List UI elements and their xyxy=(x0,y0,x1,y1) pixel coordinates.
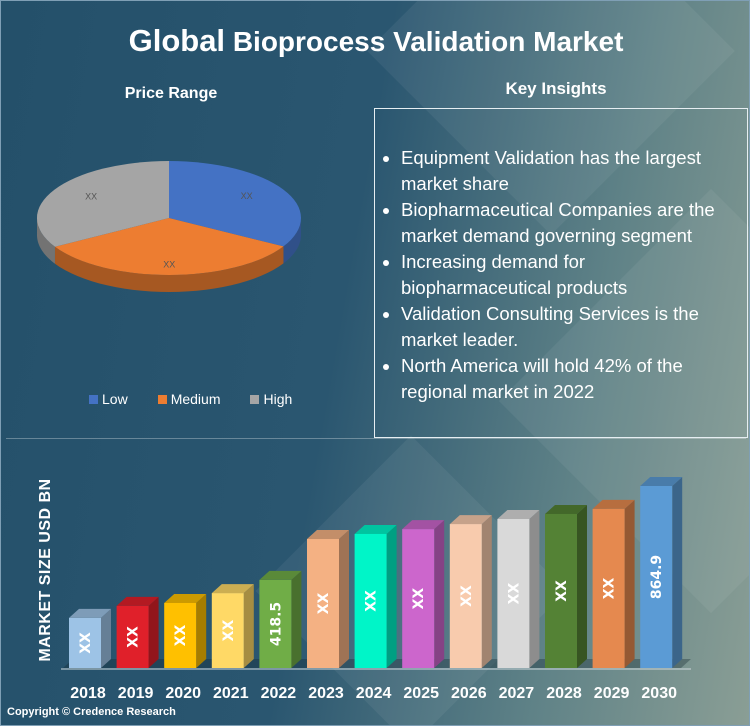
bar-top xyxy=(164,593,207,603)
bar-2019 xyxy=(116,605,149,668)
legend-item-low: Low xyxy=(89,391,128,407)
x-tick-label: 2018 xyxy=(70,685,106,702)
bar-side xyxy=(101,608,111,668)
x-tick-label: 2029 xyxy=(594,685,630,702)
bar-side xyxy=(624,499,635,668)
bar-2029 xyxy=(592,508,625,668)
pie-slice-low xyxy=(169,161,301,247)
bar-2020 xyxy=(164,602,197,668)
legend-label: Medium xyxy=(170,391,221,407)
bar-data-label: XX xyxy=(316,593,332,615)
bar-data-label: XX xyxy=(364,590,380,612)
insight-item: Validation Consulting Services is the ma… xyxy=(401,301,737,353)
bar-2024 xyxy=(354,533,387,668)
bar-top xyxy=(69,608,111,618)
x-tick-label: 2019 xyxy=(118,685,154,702)
bar-data-label: XX xyxy=(459,585,475,607)
x-tick-label: 2030 xyxy=(641,685,677,702)
bar-side xyxy=(196,593,207,668)
pie-data-label: XX xyxy=(85,191,97,201)
page-title: Global Bioprocess Validation Market xyxy=(1,23,749,59)
bar-top xyxy=(259,570,302,580)
bar-data-label: XX xyxy=(506,583,522,605)
bar-data-label: 864.9 xyxy=(649,555,665,599)
bar-2026 xyxy=(449,524,482,668)
copyright: Copyright © Credence Research xyxy=(7,706,176,718)
bar-2023 xyxy=(307,539,339,668)
bar-top xyxy=(211,584,254,594)
legend-swatch xyxy=(89,394,98,404)
legend-label: Low xyxy=(102,391,128,407)
insight-item: Increasing demand for biopharmaceutical … xyxy=(401,249,737,301)
pie-slice-side xyxy=(37,218,55,264)
bar-side xyxy=(434,520,445,668)
bar-side xyxy=(339,530,349,668)
bar-data-label: XX xyxy=(221,620,237,642)
x-tick-label: 2024 xyxy=(356,685,392,702)
pie-slice-medium xyxy=(54,218,284,275)
bar-data-label: XX xyxy=(78,632,94,654)
bar-top xyxy=(592,499,635,509)
bar-top xyxy=(449,515,492,525)
insight-item: North America will hold 42% of the regio… xyxy=(401,353,737,405)
bar-side xyxy=(148,596,159,668)
bar-2027 xyxy=(497,519,530,668)
pie-chart-title: Price Range xyxy=(124,85,218,102)
bar-data-label: XX xyxy=(602,577,618,599)
bar-top xyxy=(307,530,349,540)
bar-top xyxy=(116,596,159,606)
bar-top xyxy=(640,477,683,486)
legend-item-high: High xyxy=(250,391,292,407)
bar-side xyxy=(386,524,397,668)
pie-slice-side xyxy=(283,218,301,264)
legend-swatch xyxy=(250,394,260,404)
pie-legend: Low Medium High xyxy=(89,391,292,407)
x-tick-label: 2022 xyxy=(261,685,297,702)
pie-slice-side xyxy=(54,246,284,292)
x-tick-label: 2026 xyxy=(451,685,487,702)
bar-data-label: XX xyxy=(126,626,142,648)
divider xyxy=(6,438,746,439)
pie-data-label: XX xyxy=(241,191,253,201)
bar-data-label: XX xyxy=(173,624,189,646)
bar-2028 xyxy=(545,513,577,668)
legend-item-medium: Medium xyxy=(157,391,221,407)
title-part2: Bioprocess Validation Market xyxy=(232,26,624,57)
insights-title: Key Insights xyxy=(505,79,607,98)
bar-side xyxy=(481,515,492,668)
bar-top xyxy=(354,524,397,534)
legend-swatch xyxy=(157,394,167,404)
bar-top xyxy=(497,510,540,520)
bar-2018 xyxy=(69,617,101,668)
x-tick-label: 2023 xyxy=(308,685,344,702)
bar-top xyxy=(402,520,445,530)
bar-side xyxy=(291,570,302,668)
x-tick-label: 2021 xyxy=(213,685,249,702)
insight-item: Equipment Validation has the largest mar… xyxy=(401,145,737,197)
bar-2022 xyxy=(259,579,292,668)
legend-label: High xyxy=(263,391,293,407)
bar-side xyxy=(577,504,587,668)
bar-data-label: XX xyxy=(411,588,427,610)
bar-2030 xyxy=(640,486,673,668)
pie-data-label: XX xyxy=(163,260,175,270)
title-part1: Global xyxy=(128,23,226,58)
bar-top xyxy=(545,504,587,514)
x-tick-label: 2025 xyxy=(403,685,439,702)
insights-box: Equipment Validation has the largest mar… xyxy=(374,108,748,438)
pie-slice-high xyxy=(37,161,170,247)
bar-side xyxy=(529,510,540,668)
x-tick-label: 2028 xyxy=(546,685,582,702)
x-tick-label: 2020 xyxy=(165,685,201,702)
bar-2021 xyxy=(211,593,244,668)
bar-data-label: 418.5 xyxy=(268,602,284,646)
bar-side xyxy=(672,477,683,668)
bar-2025 xyxy=(402,529,435,668)
bar-data-label: XX xyxy=(554,580,570,602)
x-tick-label: 2027 xyxy=(499,685,535,702)
bar-side xyxy=(243,584,254,668)
insight-item: Biopharmaceutical Companies are the mark… xyxy=(401,197,737,249)
